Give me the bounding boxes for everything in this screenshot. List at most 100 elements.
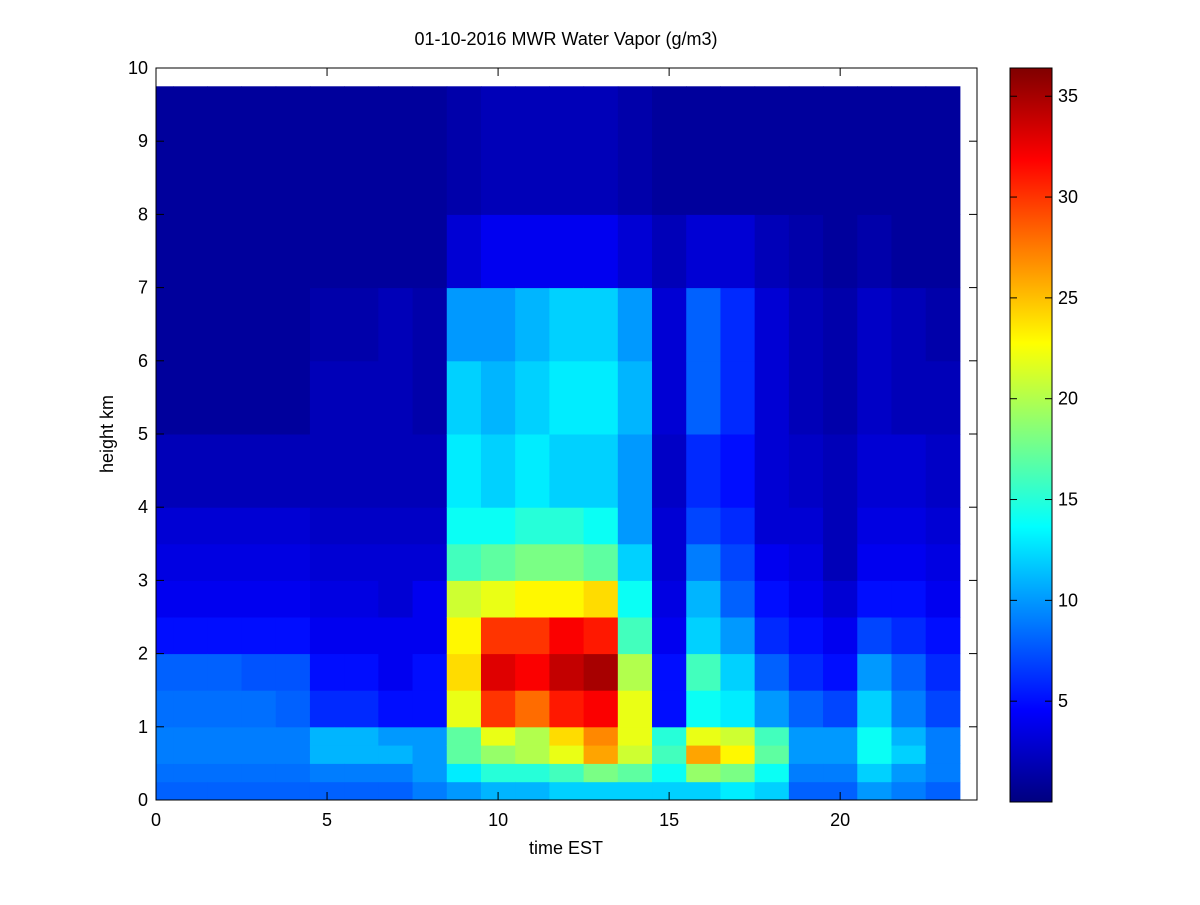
- heatmap-cell: [241, 653, 277, 691]
- heatmap-cell: [241, 745, 277, 764]
- heatmap-cell: [207, 86, 243, 215]
- heatmap-cell: [378, 781, 414, 801]
- heatmap-cell: [549, 434, 585, 508]
- heatmap-cell: [344, 726, 379, 746]
- heatmap-cell: [378, 763, 414, 783]
- heatmap-cell: [480, 507, 516, 545]
- colorbar-tick-label: 20: [1058, 389, 1078, 409]
- heatmap-cell: [173, 287, 208, 362]
- heatmap-cell: [788, 287, 824, 362]
- heatmap-cell: [275, 781, 311, 801]
- heatmap-cell: [617, 86, 653, 215]
- heatmap-cell: [446, 580, 482, 618]
- heatmap-cell: [275, 690, 311, 728]
- heatmap-cell: [156, 86, 174, 215]
- heatmap-cell: [275, 543, 311, 581]
- heatmap-cell: [652, 507, 687, 545]
- heatmap-cell: [156, 690, 174, 728]
- heatmap-cell: [446, 214, 482, 289]
- heatmap-cell: [891, 726, 927, 746]
- heatmap-cell: [412, 690, 448, 728]
- heatmap-cell: [549, 214, 585, 289]
- axes: 0 5 10 15 20 0 1 2 3 4 5 6 7 8 9 10: [128, 58, 978, 830]
- y-tick-label: 0: [138, 790, 148, 810]
- heatmap-cell: [549, 580, 585, 618]
- heatmap-cell: [173, 781, 208, 801]
- heatmap-cell: [720, 763, 756, 783]
- heatmap-cell: [207, 507, 243, 545]
- heatmap-cell: [720, 86, 756, 215]
- heatmap-cell: [241, 580, 277, 618]
- heatmap-cell: [309, 214, 345, 289]
- heatmap-cell: [754, 360, 790, 435]
- heatmap-cell: [275, 360, 311, 435]
- heatmap-cell: [275, 434, 311, 508]
- heatmap-cell: [617, 763, 653, 783]
- heatmap-cell: [925, 653, 961, 691]
- heatmap-cell: [583, 214, 619, 289]
- heatmap-cell: [925, 434, 961, 508]
- x-tick-label: 0: [151, 810, 161, 830]
- heatmap-cell: [549, 543, 585, 581]
- heatmap-cell: [378, 214, 414, 289]
- heatmap-cell: [652, 653, 687, 691]
- heatmap-cell: [173, 434, 208, 508]
- heatmap-cell: [446, 507, 482, 545]
- heatmap-cell: [652, 781, 687, 801]
- heatmap-cell: [515, 690, 550, 728]
- heatmap-cell: [480, 617, 516, 655]
- heatmap-cell: [925, 617, 961, 655]
- heatmap-cell: [275, 726, 311, 746]
- heatmap-cell: [857, 543, 892, 581]
- heatmap-cell: [720, 781, 756, 801]
- heatmap-cell: [652, 745, 687, 764]
- heatmap-cell: [480, 690, 516, 728]
- heatmap-cell: [241, 617, 277, 655]
- heatmap-cell: [720, 726, 756, 746]
- heatmap-cell: [515, 726, 550, 746]
- heatmap-cell: [686, 781, 721, 801]
- y-tick-label: 3: [138, 570, 148, 590]
- heatmap-cell: [857, 86, 892, 215]
- heatmap-cell: [891, 434, 927, 508]
- heatmap-cell: [686, 434, 721, 508]
- heatmap-cell: [720, 653, 756, 691]
- heatmap-cell: [652, 726, 687, 746]
- heatmap-cell: [823, 543, 858, 581]
- heatmap-cell: [412, 763, 448, 783]
- x-tick-label: 15: [659, 810, 679, 830]
- heatmap-cell: [480, 360, 516, 435]
- heatmap-cell: [207, 763, 243, 783]
- heatmap-cell: [754, 617, 790, 655]
- heatmap-cell: [549, 86, 585, 215]
- heatmap-cell: [754, 580, 790, 618]
- heatmap-cell: [412, 214, 448, 289]
- heatmap-cell: [823, 434, 858, 508]
- heatmap-cell: [173, 745, 208, 764]
- heatmap-cell: [754, 86, 790, 215]
- heatmap-cell: [617, 580, 653, 618]
- heatmap-cell: [275, 86, 311, 215]
- heatmap-cell: [549, 360, 585, 435]
- heatmap-cell: [925, 287, 961, 362]
- heatmap-cell: [583, 726, 619, 746]
- heatmap-cell: [412, 543, 448, 581]
- heatmap-cell: [446, 86, 482, 215]
- heatmap-cell: [480, 543, 516, 581]
- heatmap-cell: [891, 86, 927, 215]
- heatmap-cell: [446, 781, 482, 801]
- heatmap-cell: [344, 617, 379, 655]
- heatmap-cell: [549, 653, 585, 691]
- heatmap-cell: [309, 360, 345, 435]
- heatmap-cell: [412, 507, 448, 545]
- heatmap-cell: [891, 781, 927, 801]
- heatmap-cell: [480, 763, 516, 783]
- heatmap-cell: [617, 745, 653, 764]
- heatmap-cell: [686, 745, 721, 764]
- heatmap-cell: [275, 763, 311, 783]
- heatmap-cell: [207, 617, 243, 655]
- heatmap-cell: [446, 434, 482, 508]
- heatmap-cell: [686, 580, 721, 618]
- heatmap-cell: [446, 726, 482, 746]
- heatmap-cell: [686, 690, 721, 728]
